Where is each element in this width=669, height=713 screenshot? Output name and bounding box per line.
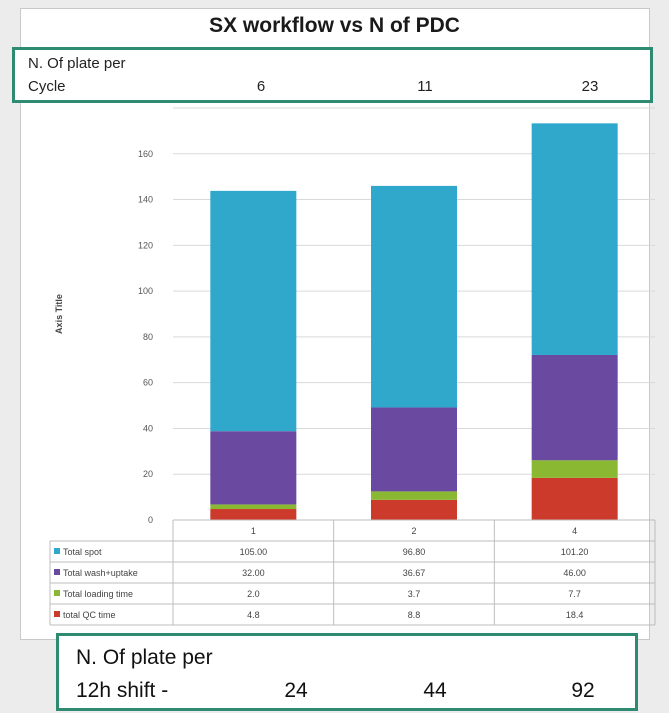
plates-per-cycle-box: N. Of plate per Cycle 6 11 23	[12, 47, 653, 103]
y-tick-label: 120	[138, 240, 153, 250]
y-tick-label: 140	[138, 195, 153, 205]
plates-per-cycle-value: 11	[417, 78, 433, 95]
data-label: 8.8	[408, 610, 421, 620]
data-label: 32.00	[242, 568, 265, 578]
y-tick-label: 100	[138, 286, 153, 296]
bar-segment	[531, 354, 618, 461]
chart-title: SX workflow vs N of PDC	[209, 14, 460, 37]
legend-swatch	[54, 590, 60, 596]
plates-per-shift-label-line1: N. Of plate per	[76, 646, 213, 669]
series-name: Total wash+uptake	[63, 568, 138, 578]
bar-segment	[210, 504, 297, 510]
plates-per-shift-value: 44	[423, 679, 447, 702]
plates-per-shift-box: N. Of plate per 12h shift - 24 44 92	[56, 633, 638, 711]
data-label: 101.20	[561, 547, 589, 557]
data-label: 105.00	[240, 547, 268, 557]
y-tick-label: 80	[143, 332, 153, 342]
data-label: 4.8	[247, 610, 260, 620]
bar-segment	[371, 185, 457, 408]
y-tick-label: 60	[143, 378, 153, 388]
data-label: 3.7	[408, 589, 421, 599]
bar-segment	[210, 190, 297, 432]
legend-swatch	[54, 548, 60, 554]
y-tick-label: 160	[138, 149, 153, 159]
bar-segment	[371, 499, 457, 520]
y-tick-label: 20	[143, 469, 153, 479]
bar-segment	[371, 407, 457, 492]
y-tick-label: 0	[148, 515, 153, 525]
x-tick-label: 2	[411, 526, 416, 536]
bar-segment	[531, 123, 618, 355]
data-label: 7.7	[568, 589, 581, 599]
series-name: total QC time	[63, 610, 116, 620]
plates-per-shift-value: 92	[571, 679, 595, 702]
bar-segment	[371, 491, 457, 500]
data-label: 46.00	[563, 568, 586, 578]
plates-per-cycle-value: 6	[256, 78, 266, 95]
bar-segment	[531, 460, 618, 478]
data-label: 18.4	[566, 610, 584, 620]
bar-segment	[210, 431, 297, 505]
data-label: 2.0	[247, 589, 260, 599]
plates-per-cycle-value: 23	[581, 78, 599, 95]
series-name: Total loading time	[63, 589, 133, 599]
x-tick-label: 4	[572, 526, 577, 536]
plates-per-shift-label-line2: 12h shift -	[76, 679, 169, 702]
y-axis-title: Axis Title	[54, 294, 64, 334]
plates-per-cycle-label-line1: N. Of plate per	[28, 55, 126, 72]
legend-swatch	[54, 569, 60, 575]
bar-segment	[531, 477, 618, 520]
series-name: Total spot	[63, 547, 102, 557]
x-tick-label: 1	[251, 526, 256, 536]
data-label: 96.80	[403, 547, 426, 557]
y-tick-label: 40	[143, 423, 153, 433]
legend-swatch	[54, 611, 60, 617]
plates-per-shift-value: 24	[284, 679, 308, 702]
data-label: 36.67	[403, 568, 426, 578]
bar-segment	[210, 509, 297, 520]
plates-per-cycle-label-line2: Cycle	[28, 78, 66, 95]
